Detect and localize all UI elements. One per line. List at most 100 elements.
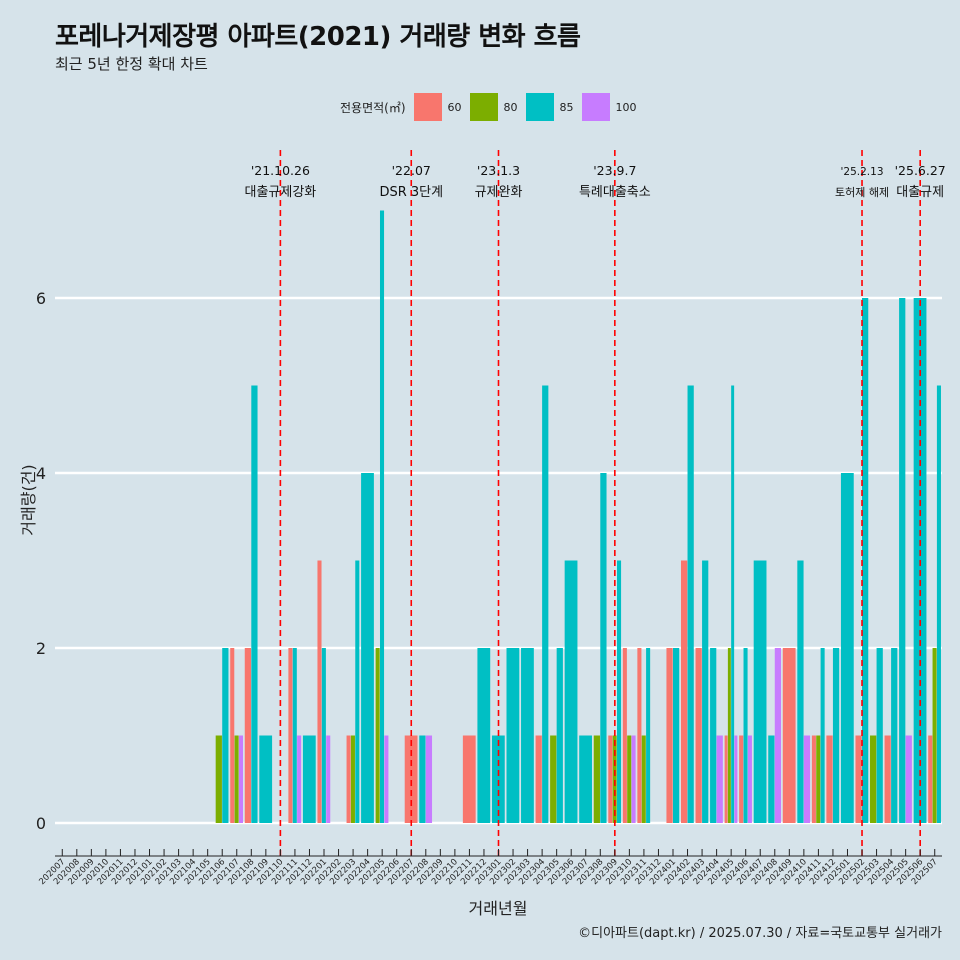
bar-202411-80	[816, 735, 821, 823]
legend-label-100: 100	[615, 100, 637, 114]
bar-202505-85	[899, 298, 906, 823]
legend-swatch-80	[469, 93, 498, 121]
bar-202405-80	[727, 648, 731, 823]
legend-label-85: 85	[559, 100, 574, 114]
bar-202111-60	[288, 648, 293, 823]
bar-202311-85	[646, 648, 651, 823]
bar-202403-85	[702, 560, 709, 823]
bar-202205-85	[379, 210, 385, 823]
bar-202507-80	[932, 648, 937, 823]
event-label-202309: 특례대출축소	[579, 185, 651, 200]
bar-202405-60	[724, 735, 728, 823]
event-date-202502: '25.2.13	[841, 166, 884, 178]
bars	[215, 210, 941, 823]
bar-202405-85	[731, 385, 735, 823]
bar-202208-100	[425, 735, 433, 823]
event-label-202301: 규제완화	[475, 185, 523, 200]
x-axis-label: 거래년월	[469, 899, 528, 918]
bar-202106-80	[215, 735, 222, 823]
bar-202203-85	[355, 560, 360, 823]
event-date-202301: '23.1.3	[477, 163, 520, 178]
bar-202401-60	[666, 648, 673, 823]
legend-swatch-60	[413, 93, 442, 121]
bar-202212-85	[477, 648, 491, 823]
legend-item-100: 100	[581, 93, 637, 121]
bar-202412-60	[826, 735, 833, 823]
bar-202201-60	[317, 560, 322, 823]
legend-label-80: 80	[503, 100, 518, 114]
bar-202107-100	[238, 735, 243, 823]
bar-202308-85	[600, 473, 607, 823]
legend-item-60: 60	[413, 93, 464, 121]
bar-202403-60	[695, 648, 702, 823]
legend-swatch-100	[581, 93, 610, 121]
y-axis-ticks: 0 2 4 6	[36, 289, 46, 833]
event-date-202207: '22.07	[392, 163, 431, 178]
legend-swatch-85	[525, 93, 554, 121]
bar-202404-100	[716, 735, 723, 823]
event-label-202110: 대출규제강화	[245, 185, 317, 200]
bar-202205-80	[375, 648, 380, 823]
event-label-202506: 대출규제	[896, 185, 944, 200]
bar-202305-80	[550, 735, 557, 823]
bar-202201-85	[321, 648, 326, 823]
y-axis-label: 거래량(건)	[19, 464, 38, 535]
bar-202408-85	[768, 735, 775, 823]
legend-title: 전용면적(㎡)	[340, 100, 406, 115]
y-tick-label-4: 4	[36, 464, 46, 483]
bar-202409-60	[782, 648, 796, 823]
event-label-202502: 토허제 해제	[835, 185, 889, 199]
bar-202505-100	[905, 735, 912, 823]
bar-202408-100	[774, 648, 782, 823]
bar-202302-85	[506, 648, 520, 823]
chart-subtitle: 최근 5년 한정 확대 차트	[55, 55, 208, 73]
bar-202404-85	[710, 648, 717, 823]
bar-202301-85	[491, 735, 505, 823]
bar-202107-80	[234, 735, 239, 823]
bar-202309-60	[608, 735, 613, 823]
bar-202405-100	[734, 735, 738, 823]
bar-202311-60	[637, 648, 642, 823]
bar-202402-60	[680, 560, 688, 823]
bar-202306-85	[564, 560, 578, 823]
legend-item-85: 85	[525, 93, 576, 121]
event-date-202110: '21.10.26	[251, 163, 310, 178]
bar-202402-85	[687, 385, 694, 823]
bar-202108-60	[244, 648, 251, 823]
bar-202305-85	[556, 648, 563, 823]
x-axis: 2020072020082020092020102020112020122021…	[37, 849, 942, 887]
bar-202501-85	[840, 473, 854, 823]
event-label-202207: DSR 3단계	[379, 185, 443, 200]
legend: 전용면적(㎡) 60 80 85 100	[340, 93, 643, 121]
bar-202201-100	[326, 735, 331, 823]
bar-202504-60	[884, 735, 891, 823]
bar-202311-80	[641, 735, 646, 823]
bar-202502-60	[855, 735, 862, 823]
bar-202304-60	[535, 735, 542, 823]
event-date-202309: '23.9.7	[593, 163, 636, 178]
bar-202109-85	[259, 735, 273, 823]
bar-202309-85	[617, 560, 622, 823]
legend-item-80: 80	[469, 93, 520, 121]
bar-202406-85	[743, 648, 748, 823]
bar-202303-85	[521, 648, 534, 823]
bar-202406-60	[739, 735, 744, 823]
bar-202310-80	[627, 735, 632, 823]
bar-202407-85	[753, 560, 767, 823]
bar-202503-85	[876, 648, 883, 823]
bar-202208-85	[419, 735, 426, 823]
y-tick-label-2: 2	[36, 639, 46, 658]
chart-title: 포레나거제장평 아파트(2021) 거래량 변화 흐름	[55, 22, 581, 52]
bar-202410-85	[797, 560, 804, 823]
bar-202507-60	[928, 735, 933, 823]
bar-202503-80	[870, 735, 877, 823]
bar-202411-60	[811, 735, 816, 823]
bar-202502-85	[862, 298, 869, 823]
bar-202411-85	[820, 648, 825, 823]
bar-202412-85	[832, 648, 840, 823]
bar-202309-80	[612, 735, 617, 823]
legend-label-60: 60	[447, 100, 462, 114]
bar-202203-80	[350, 735, 355, 823]
bar-202504-85	[891, 648, 898, 823]
